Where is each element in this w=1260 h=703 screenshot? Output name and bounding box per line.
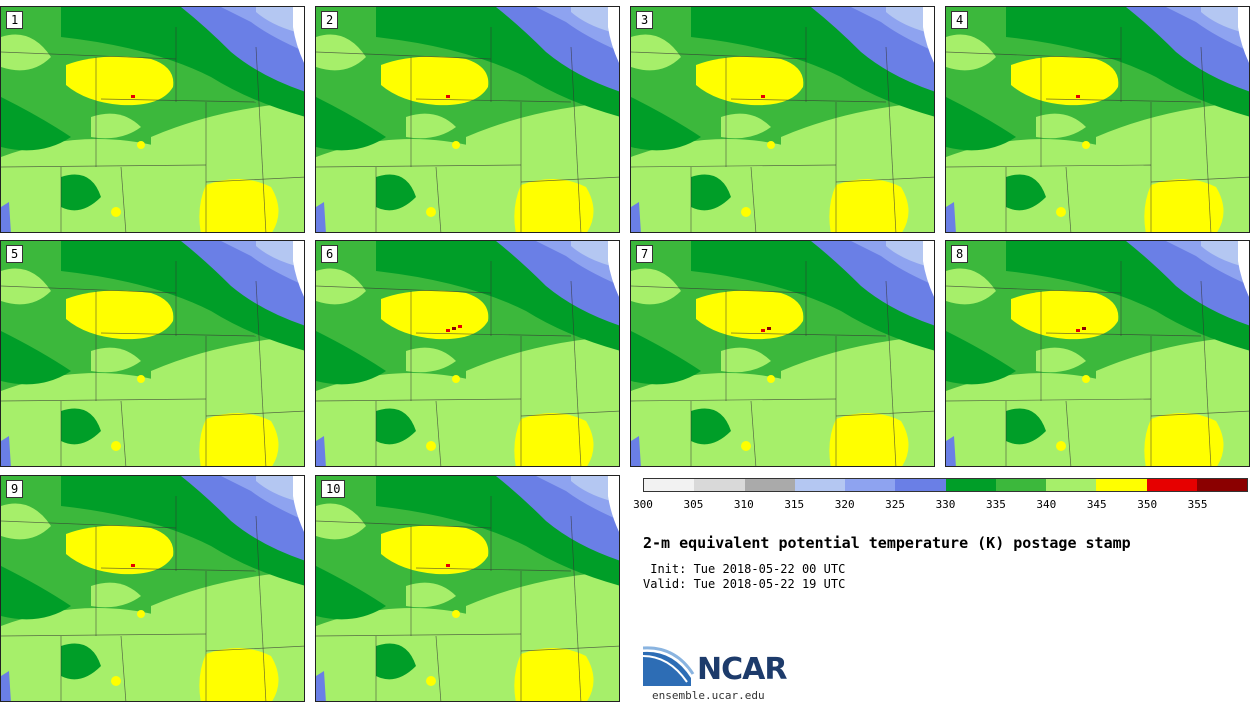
ensemble-member-panel: 5: [0, 240, 305, 467]
colorbar-swatch: [794, 479, 845, 491]
chart-title: 2-m equivalent potential temperature (K)…: [643, 534, 1131, 552]
colorbar-swatch: [1146, 479, 1197, 491]
temperature-field-map: [631, 241, 934, 466]
colorbar-tick-label: 320: [834, 498, 855, 511]
ensemble-member-panel: 2: [315, 6, 620, 233]
init-time: Init: Tue 2018-05-22 00 UTC: [643, 562, 846, 576]
colorbar-tick-label: 330: [935, 498, 956, 511]
colorbar-swatch: [895, 479, 946, 491]
colorbar-tick-label: 335: [985, 498, 1006, 511]
colorbar-swatch: [694, 479, 745, 491]
member-number-label: 3: [636, 11, 654, 29]
member-number-label: 8: [951, 245, 969, 263]
colorbar-ticks: 300 305 310 315 320 325 330 335 340 345 350 355: [633, 498, 1248, 514]
ensemble-member-panel: 1: [0, 6, 305, 233]
ensemble-member-panel: 7: [630, 240, 935, 467]
ensemble-member-panel: 6: [315, 240, 620, 467]
colorbar-swatch: [1096, 479, 1147, 491]
colorbar-swatch: [1046, 479, 1097, 491]
member-number-label: 4: [951, 11, 969, 29]
temperature-field-map: [1, 476, 304, 701]
colorbar-tick-label: 340: [1036, 498, 1057, 511]
colorbar-tick-label: 355: [1187, 498, 1208, 511]
member-number-label: 9: [6, 480, 24, 498]
colorbar-tick-label: 345: [1086, 498, 1107, 511]
colorbar-swatch: [1196, 479, 1247, 491]
colorbar-swatch: [644, 479, 695, 491]
logo-url: ensemble.ucar.edu: [652, 689, 765, 702]
colorbar-tick-label: 305: [683, 498, 704, 511]
colorbar-swatch: [744, 479, 795, 491]
logo-text: NCAR: [697, 652, 787, 687]
member-number-label: 5: [6, 245, 24, 263]
colorbar-tick-label: 350: [1137, 498, 1158, 511]
colorbar-tick-label: 300: [633, 498, 653, 511]
colorbar-swatch: [995, 479, 1046, 491]
member-number-label: 2: [321, 11, 339, 29]
temperature-field-map: [316, 7, 619, 232]
colorbar-tick-label: 325: [885, 498, 906, 511]
temperature-field-map: [316, 476, 619, 701]
colorbar: [643, 478, 1248, 492]
ensemble-member-panel: 4: [945, 6, 1250, 233]
ensemble-member-panel: 9: [0, 475, 305, 702]
temperature-field-map: [1, 7, 304, 232]
colorbar-swatch: [845, 479, 896, 491]
ensemble-member-panel: 3: [630, 6, 935, 233]
temperature-field-map: [946, 241, 1249, 466]
ensemble-member-panel: 10: [315, 475, 620, 702]
ncar-logo-icon: [643, 646, 695, 686]
colorbar-tick-label: 315: [784, 498, 805, 511]
temperature-field-map: [316, 241, 619, 466]
temperature-field-map: [1, 241, 304, 466]
member-number-label: 1: [6, 11, 24, 29]
member-number-label: 6: [321, 245, 339, 263]
temperature-field-map: [946, 7, 1249, 232]
member-number-label: 7: [636, 245, 654, 263]
member-number-label: 10: [321, 480, 346, 498]
colorbar-tick-label: 310: [733, 498, 754, 511]
temperature-field-map: [631, 7, 934, 232]
colorbar-swatch: [945, 479, 996, 491]
valid-time: Valid: Tue 2018-05-22 19 UTC: [643, 577, 846, 591]
ensemble-member-panel: 8: [945, 240, 1250, 467]
